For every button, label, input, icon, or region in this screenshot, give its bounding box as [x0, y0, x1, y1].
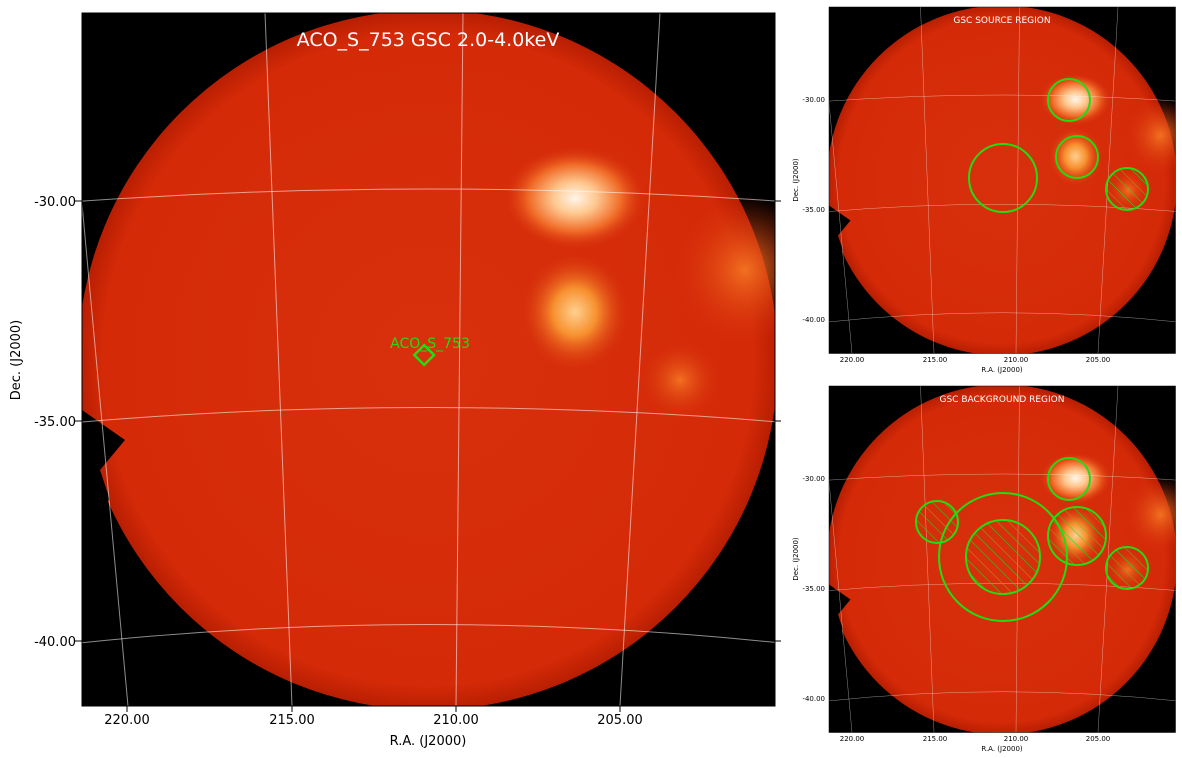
x-tick-label: 220.00 — [104, 713, 150, 728]
y-tick-label: -35.00 — [34, 415, 76, 430]
y-tick-label: -35.00 — [802, 585, 825, 593]
y-tick-label: -40.00 — [34, 635, 76, 650]
x-tick-label: 205.00 — [597, 713, 643, 728]
source-panel: GSC SOURCE REGION -30.00 -35.00 -40.00 2… — [792, 6, 1182, 374]
panel-title: GSC BACKGROUND REGION — [940, 395, 1065, 405]
y-axis-label: Dec. (J2000) — [792, 537, 800, 581]
sky-image — [70, 10, 815, 710]
x-tick-label: 205.00 — [1086, 735, 1111, 743]
excluded-region — [915, 500, 959, 544]
y-tick-label: -30.00 — [802, 96, 825, 104]
y-axis-label: Dec. (J2000) — [9, 320, 24, 400]
x-axis-label: R.A. (J2000) — [981, 366, 1023, 374]
source-label: ACO_S_753 — [390, 336, 470, 352]
excluded-region — [965, 519, 1041, 595]
y-tick-label: -40.00 — [802, 316, 825, 324]
y-tick-label: -40.00 — [802, 695, 825, 703]
main-title: ACO_S_753 GSC 2.0-4.0keV — [297, 29, 560, 51]
y-tick-label: -30.00 — [802, 475, 825, 483]
x-axis-label: R.A. (J2000) — [981, 745, 1023, 753]
y-tick-label: -35.00 — [802, 206, 825, 214]
y-axis-label: Dec. (J2000) — [792, 158, 800, 202]
main-panel: ACO_S_753 GSC 2.0-4.0keV ACO_S_753 -30.0… — [9, 10, 815, 749]
x-tick-label: 205.00 — [1086, 356, 1111, 364]
x-tick-label: 220.00 — [840, 356, 865, 364]
main-ticks — [75, 200, 781, 712]
x-tick-label: 215.00 — [923, 356, 948, 364]
x-tick-label: 220.00 — [840, 735, 865, 743]
x-tick-label: 210.00 — [1004, 356, 1029, 364]
region-circle — [1047, 78, 1091, 122]
excluded-region — [1105, 167, 1149, 211]
region-circle — [1047, 457, 1091, 501]
x-tick-label: 210.00 — [1004, 735, 1029, 743]
excluded-region — [1105, 546, 1149, 590]
background-panel: GSC BACKGROUND REGION -30.00 -35.00 -40.… — [792, 385, 1182, 753]
x-tick-label: 210.00 — [433, 713, 479, 728]
y-tick-label: -30.00 — [34, 195, 76, 210]
source-marker — [412, 343, 436, 367]
x-tick-label: 215.00 — [923, 735, 948, 743]
region-circle — [968, 143, 1038, 213]
excluded-region — [1047, 506, 1107, 566]
x-axis-label: R.A. (J2000) — [390, 734, 467, 749]
x-tick-label: 215.00 — [269, 713, 315, 728]
panel-title: GSC SOURCE REGION — [953, 16, 1050, 26]
region-circle — [1055, 135, 1099, 179]
